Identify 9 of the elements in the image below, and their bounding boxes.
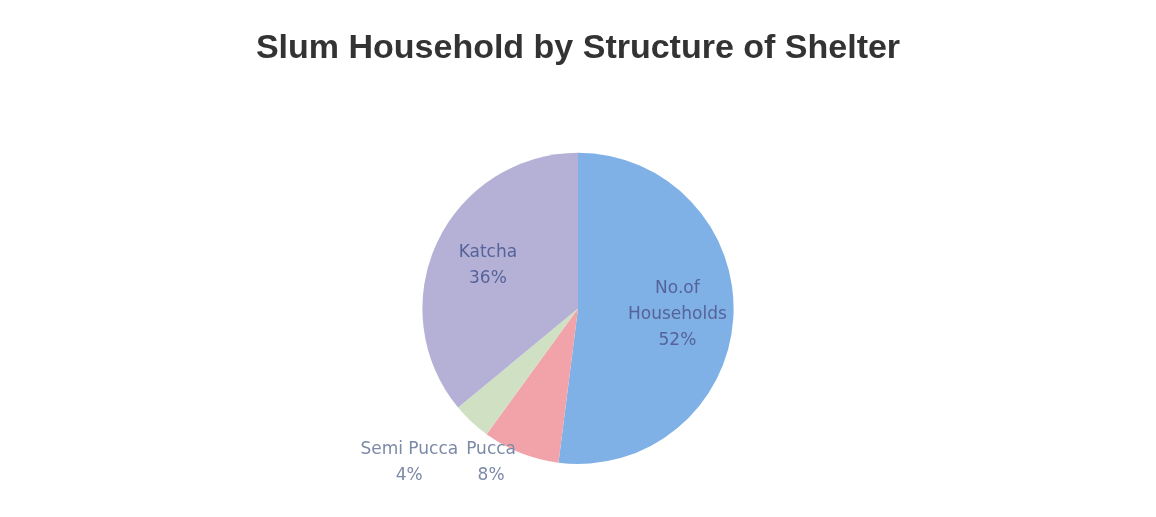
slice-label: Katcha bbox=[458, 241, 518, 262]
slice-label: Pucca bbox=[466, 438, 516, 459]
data-label: 4% bbox=[395, 464, 423, 485]
data-label: 52% bbox=[658, 329, 697, 350]
slice-label: Semi Pucca bbox=[360, 438, 459, 459]
data-label: 8% bbox=[477, 464, 505, 485]
slice-label: No.of Households bbox=[627, 277, 727, 324]
data-label: 36% bbox=[469, 267, 507, 288]
chart-title: Slum Household by Structure of Shelter bbox=[255, 26, 901, 65]
